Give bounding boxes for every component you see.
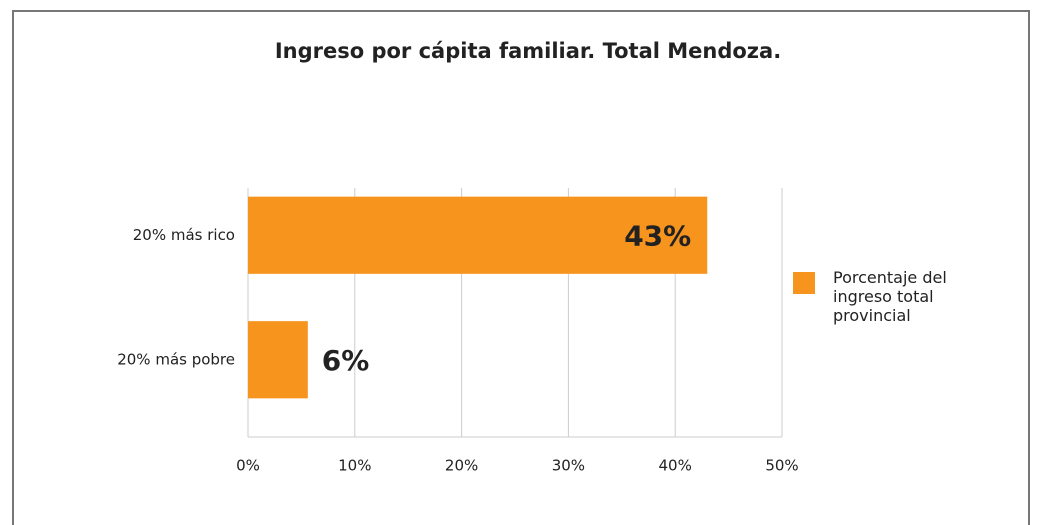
x-tick-label: 40% (659, 457, 692, 475)
x-tick-label: 10% (338, 457, 371, 475)
x-tick-label: 0% (236, 457, 260, 475)
legend-swatch (793, 272, 815, 294)
legend-label: Porcentaje del ingreso total provincial (833, 268, 947, 325)
bar (248, 196, 708, 274)
chart-title: Ingreso por cápita familiar. Total Mendo… (275, 39, 781, 63)
x-tick-label: 30% (552, 457, 585, 475)
bar (248, 321, 308, 399)
y-tick-label: 20% más rico (133, 226, 235, 244)
frame (12, 10, 1030, 525)
x-tick-label: 50% (765, 457, 798, 475)
y-tick-label: 20% más pobre (117, 350, 235, 368)
value-label: 43% (624, 219, 691, 252)
x-tick-label: 20% (445, 457, 478, 475)
value-label: 6% (322, 344, 370, 377)
